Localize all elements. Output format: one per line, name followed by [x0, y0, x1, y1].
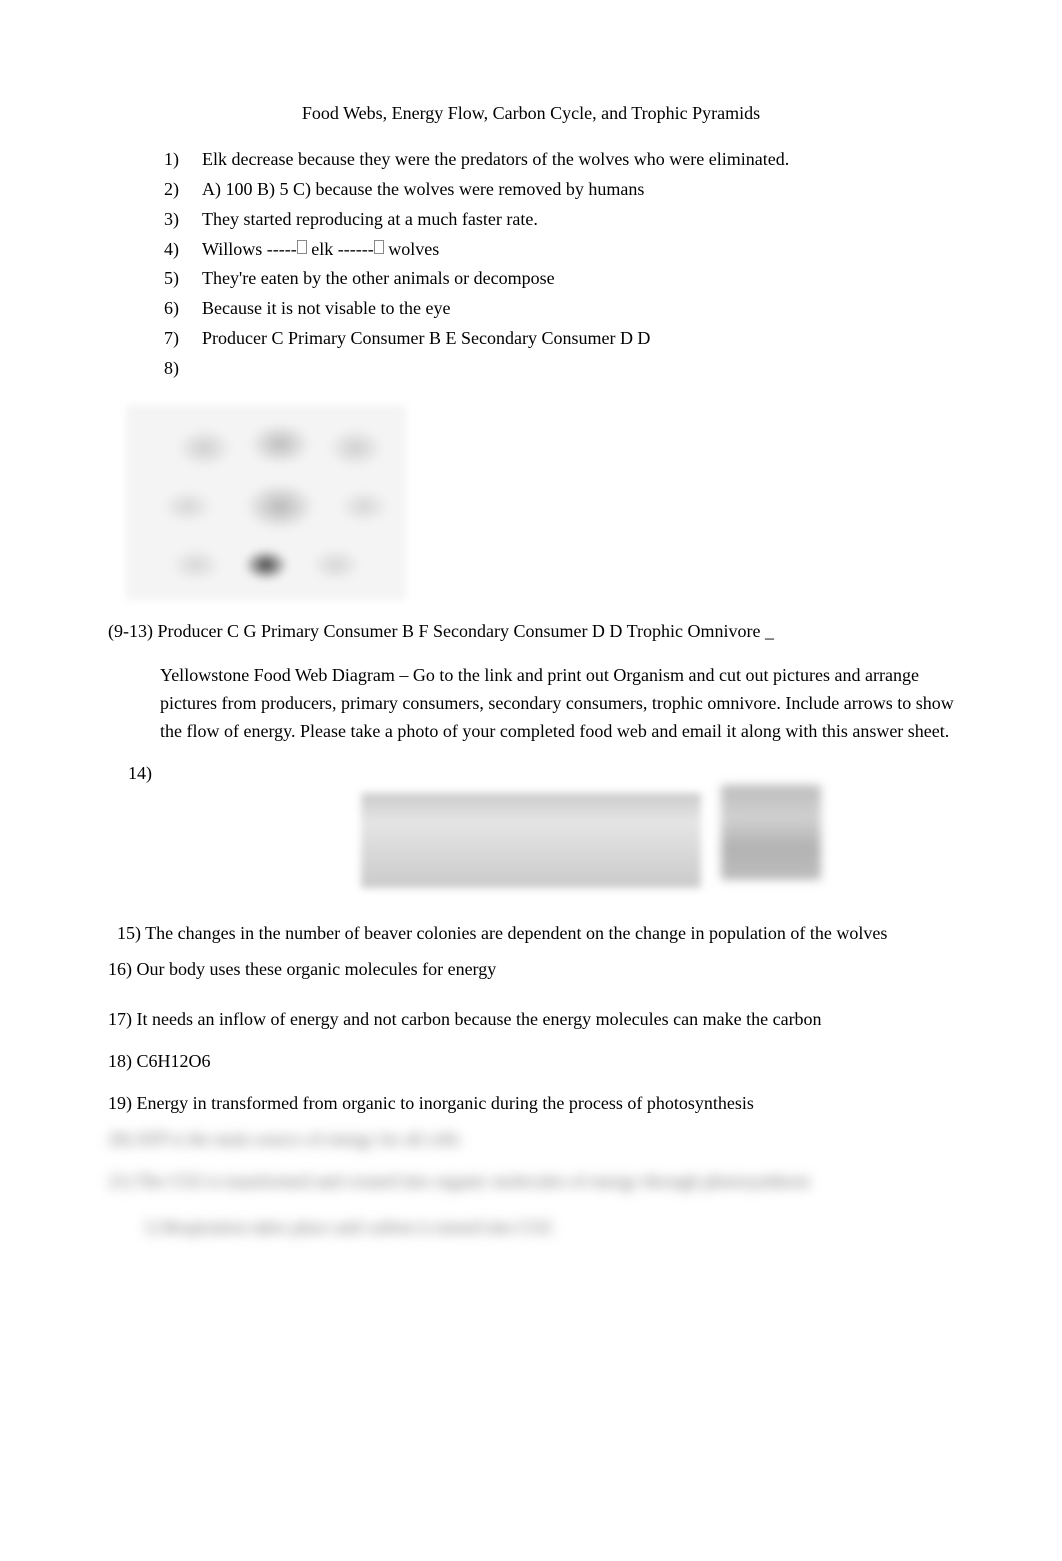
answer-18: 18) C6H12O6	[108, 1048, 954, 1076]
answer-9-13: (9-13) Producer C G Primary Consumer B F…	[108, 618, 954, 646]
item-text: Elk decrease because they were the preda…	[202, 149, 789, 169]
list-item: 8)	[160, 355, 954, 383]
item-number: 5)	[164, 265, 202, 293]
list-item: 2)A) 100 B) 5 C) because the wolves were…	[160, 176, 954, 204]
list-item: 1)Elk decrease because they were the pre…	[160, 146, 954, 174]
list-item: 7)Producer C Primary Consumer B E Second…	[160, 325, 954, 353]
item-number: 3)	[164, 206, 202, 234]
item-text: They started reproducing at a much faste…	[202, 209, 538, 229]
item-text: Willows ----- elk ------ wolves	[202, 239, 439, 259]
list-item: 4)Willows ----- elk ------ wolves	[160, 236, 954, 264]
item-text: Producer C Primary Consumer B E Secondar…	[202, 328, 650, 348]
arrow-icon	[374, 240, 384, 254]
instruction-text: Yellowstone Food Web Diagram – Go to the…	[108, 662, 954, 746]
blurred-answer-21: 21) The CO2 is transformed and created i…	[108, 1168, 954, 1196]
item-text: Because it is not visable to the eye	[202, 298, 450, 318]
blurred-answer-20: 20) ATP is the main source of energy for…	[108, 1126, 954, 1154]
blurred-answer-sub: 1) Respiration takes place and carbon is…	[108, 1214, 954, 1242]
item-number: 1)	[164, 146, 202, 174]
blurred-food-web-image	[126, 405, 406, 600]
list-item: 5)They're eaten by the other animals or …	[160, 265, 954, 293]
item-number: 7)	[164, 325, 202, 353]
item-text: They're eaten by the other animals or de…	[202, 268, 555, 288]
page-title: Food Webs, Energy Flow, Carbon Cycle, an…	[108, 100, 954, 128]
answer-16: 16) Our body uses these organic molecule…	[108, 956, 954, 984]
answer-15: 15) The changes in the number of beaver …	[108, 920, 954, 948]
item-number: 8)	[164, 355, 202, 383]
item-number: 4)	[164, 236, 202, 264]
answer-list: 1)Elk decrease because they were the pre…	[108, 146, 954, 383]
blurred-table-image	[361, 793, 701, 888]
item-number: 6)	[164, 295, 202, 323]
item-text: A) 100 B) 5 C) because the wolves were r…	[202, 179, 644, 199]
item-number: 2)	[164, 176, 202, 204]
answer-19: 19) Energy in transformed from organic t…	[108, 1090, 954, 1118]
list-item: 6)Because it is not visable to the eye	[160, 295, 954, 323]
list-item: 3)They started reproducing at a much fas…	[160, 206, 954, 234]
answer-17: 17) It needs an inflow of energy and not…	[108, 1006, 954, 1034]
arrow-icon	[297, 240, 307, 254]
item-14-number: 14)	[108, 760, 954, 788]
